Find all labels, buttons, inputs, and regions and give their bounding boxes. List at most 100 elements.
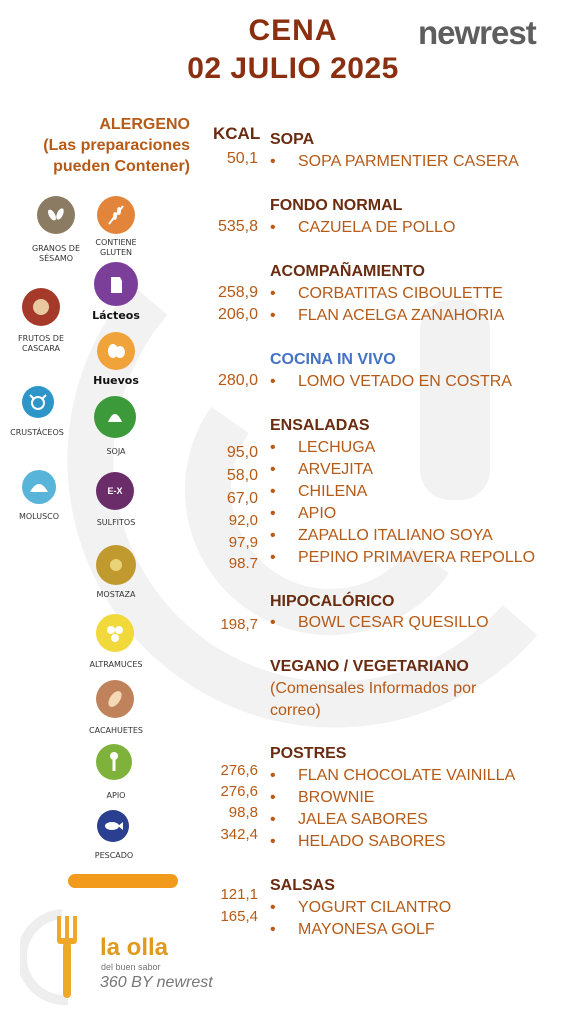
kcal-value: 280,0 (217, 372, 258, 389)
kcal-value: 198,7 (220, 616, 258, 633)
section-title-vegano: VEGANO / VEGETARIANO (270, 658, 469, 675)
menu-item: • JALEA SABORES (270, 811, 428, 829)
menu-item: • LECHUGA (270, 439, 375, 457)
kcal-value: 258,9 (217, 284, 258, 301)
nuts-icon (22, 288, 60, 326)
celery-label: APIO (106, 791, 126, 800)
mollusc-icon (22, 470, 56, 504)
bullet: • (270, 219, 276, 236)
menu-item-name: ARVEJITA (298, 461, 373, 478)
crustacean-icon (22, 386, 54, 418)
la-olla-name: la olla (100, 934, 169, 961)
nuts-label: FRUTOS DE CASCARA (17, 334, 65, 353)
menu-item: • FLAN CHOCOLATE VAINILLA (270, 767, 515, 785)
mustard-label: MOSTAZA (96, 590, 136, 599)
menu-item-name: APIO (298, 505, 337, 522)
menu-item: • SOPA PARMENTIER CASERA (270, 153, 519, 171)
section-title-cocina-in-vivo: COCINA IN VIVO (270, 351, 396, 368)
la-olla-sub: 360 BY newrest (100, 974, 213, 991)
menu-item-name: BOWL CESAR QUESILLO (298, 614, 489, 631)
menu-item-name: LECHUGA (298, 439, 376, 456)
bullet: • (270, 811, 276, 828)
dairy-label: Lácteos (92, 309, 140, 322)
menu-item: • CHILENA (270, 483, 367, 501)
divider-bar (68, 874, 178, 888)
la-olla-tagline: del buen sabor (101, 962, 161, 972)
kcal-value: 50,1 (226, 150, 258, 167)
sesame-label: GRANOS DE SÉSAMO (31, 244, 81, 263)
mustard-icon (96, 545, 136, 585)
allergen-header: ALERGENO (Las preparaciones pueden Conte… (18, 114, 190, 177)
menu-item: • LOMO VETADO EN COSTRA (270, 373, 512, 391)
la-olla-fork-icon (20, 909, 77, 1006)
menu-item: • FLAN ACELGA ZANAHORIA (270, 307, 504, 325)
menu-item: • PEPINO PRIMAVERA REPOLLO (270, 549, 535, 567)
allergen-header-line1: ALERGENO (99, 116, 190, 133)
kcal-value: 535,8 (217, 218, 258, 235)
section-title-sopa: SOPA (270, 131, 315, 148)
vegano-note-line2: correo) (270, 702, 321, 719)
kcal-value: 121,1 (220, 886, 258, 903)
bullet: • (270, 833, 276, 850)
fish-label: PESCADO (94, 851, 134, 860)
menu-item-name: CHILENA (298, 483, 368, 500)
gluten-icon (97, 196, 135, 234)
menu-item-name: CAZUELA DE POLLO (298, 219, 456, 236)
bullet: • (270, 767, 276, 784)
sulphites-icon: E-X (96, 472, 134, 510)
kcal-header: KCAL (213, 124, 261, 143)
bullet: • (270, 285, 276, 302)
eggs-label: Huevos (93, 374, 139, 387)
section-title-fondo: FONDO NORMAL (270, 197, 403, 214)
bullet: • (270, 439, 276, 456)
title-date: 02 JULIO 2025 (187, 52, 399, 85)
newrest-logo: newrest (418, 14, 537, 51)
kcal-value: 276,6 (220, 762, 258, 779)
allergen-header-line3: pueden Contener) (53, 158, 190, 175)
menu-item-name: SOPA PARMENTIER CASERA (298, 153, 519, 170)
bullet: • (270, 307, 276, 324)
sesame-icon (37, 196, 75, 234)
sulphites-label: SULFITOS (96, 518, 136, 527)
title-meal: CENA (248, 14, 338, 47)
menu-item-name: BROWNIE (298, 789, 375, 806)
peanut-label: CACAHUETES (89, 726, 143, 735)
section-title-ensaladas: ENSALADAS (270, 417, 370, 434)
menu-item-name: FLAN ACELGA ZANAHORIA (298, 307, 505, 324)
gluten-label: CONTIENE GLUTEN (95, 238, 137, 257)
bullet: • (270, 614, 276, 631)
soy-label: SOJA (106, 447, 126, 456)
bullet: • (270, 789, 276, 806)
menu-item: • YOGURT CILANTRO (270, 899, 451, 917)
menu-item-name: HELADO SABORES (298, 833, 446, 850)
menu-item-name: JALEA SABORES (298, 811, 428, 828)
vegano-note-line1: (Comensales Informados por (270, 680, 477, 697)
fish-icon (97, 810, 129, 842)
menu-item: • MAYONESA GOLF (270, 921, 435, 939)
bullet: • (270, 483, 276, 500)
kcal-value: 92,0 (228, 512, 258, 529)
bullet: • (270, 899, 276, 916)
menu-item-name: FLAN CHOCOLATE VAINILLA (298, 767, 516, 784)
lupin-label: ALTRAMUCES (89, 660, 143, 669)
kcal-value: 67,0 (226, 490, 258, 507)
kcal-value: 97,9 (228, 534, 258, 551)
celery-icon (96, 744, 132, 780)
bullet: • (270, 153, 276, 170)
kcal-value: 276,6 (220, 783, 258, 800)
sulphites-glyph: E-X (107, 486, 123, 496)
section-title-salsas: SALSAS (270, 877, 335, 894)
crustacean-label: CRUSTÁCEOS (10, 428, 64, 437)
vegano-note: (Comensales Informados por correo) (270, 678, 560, 722)
bullet: • (270, 527, 276, 544)
menu-item-name: YOGURT CILANTRO (298, 899, 452, 916)
dairy-icon (94, 262, 138, 306)
kcal-value: 98,8 (228, 804, 258, 821)
bullet: • (270, 461, 276, 478)
menu-item: • HELADO SABORES (270, 833, 446, 851)
bullet: • (270, 373, 276, 390)
menu-item: • BOWL CESAR QUESILLO (270, 614, 489, 632)
kcal-value: 165,4 (220, 908, 258, 925)
lupin-icon (96, 614, 134, 652)
kcal-value: 95,0 (226, 444, 258, 461)
